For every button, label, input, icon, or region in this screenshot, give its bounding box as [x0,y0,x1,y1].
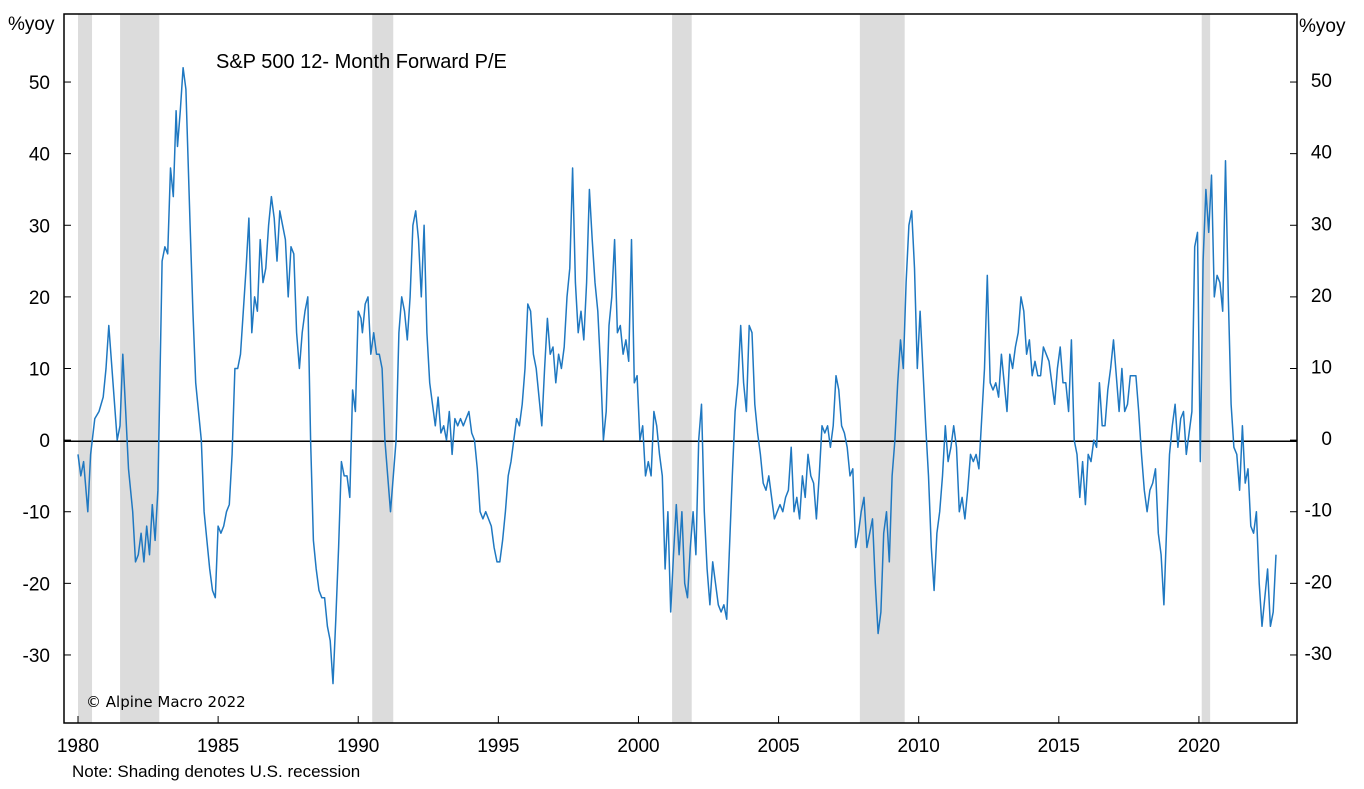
recession-shading-layer [78,14,1211,723]
x-tick-label: 1995 [477,736,519,757]
y-axis-right: -30 -20 -10 0 10 20 30 40 50 [1290,71,1332,665]
y-right-tick-label: -20 [1305,572,1332,593]
y-axis-left-unit: %yoy [8,14,55,35]
y-left-tick-label: -30 [23,646,50,667]
x-tick-label: 2005 [757,736,799,757]
x-tick-label: 1980 [57,736,99,757]
recession-note: Note: Shading denotes U.S. recession [72,762,361,781]
y-left-tick-label: -10 [23,503,50,524]
x-tick-label: 2020 [1178,736,1220,757]
recession-band-5 [1201,14,1211,723]
recession-band-4 [859,14,905,723]
y-right-tick-label: 50 [1311,71,1332,92]
y-right-tick-label: 20 [1311,286,1332,307]
y-left-tick-label: 0 [39,431,50,452]
recession-band-3 [672,14,692,723]
y-axis-right-unit: %yoy [1299,16,1346,37]
recession-band-1 [120,14,160,723]
series-line [77,66,1277,685]
x-tick-label: 1990 [337,736,379,757]
y-right-tick-label: 0 [1321,429,1332,450]
y-right-tick-label: 30 [1311,214,1332,235]
y-left-tick-label: 50 [29,73,50,94]
y-left-tick-label: 20 [29,288,50,309]
y-left-tick-label: -20 [23,574,50,595]
y-right-tick-label: 10 [1311,358,1332,379]
x-tick-label: 2000 [617,736,659,757]
recession-band-0 [78,14,93,723]
y-left-tick-label: 30 [29,216,50,237]
x-tick-label: 2015 [1038,736,1080,757]
y-right-tick-label: 40 [1311,143,1332,164]
x-tick-label: 1985 [197,736,239,757]
y-axis-left: -30 -20 -10 0 10 20 30 40 50 [23,73,71,667]
x-axis: 1980 1985 1990 1995 2000 2005 2010 2015 2020 [57,716,1220,757]
y-right-tick-label: -30 [1305,644,1332,665]
x-tick-label: 2010 [898,736,940,757]
y-left-tick-label: 40 [29,145,50,166]
y-right-tick-label: -10 [1305,501,1332,522]
chart-title: S&P 500 12- Month Forward P/E [216,51,507,73]
y-left-tick-label: 10 [29,360,50,381]
copyright-note: © Alpine Macro 2022 [86,693,246,711]
